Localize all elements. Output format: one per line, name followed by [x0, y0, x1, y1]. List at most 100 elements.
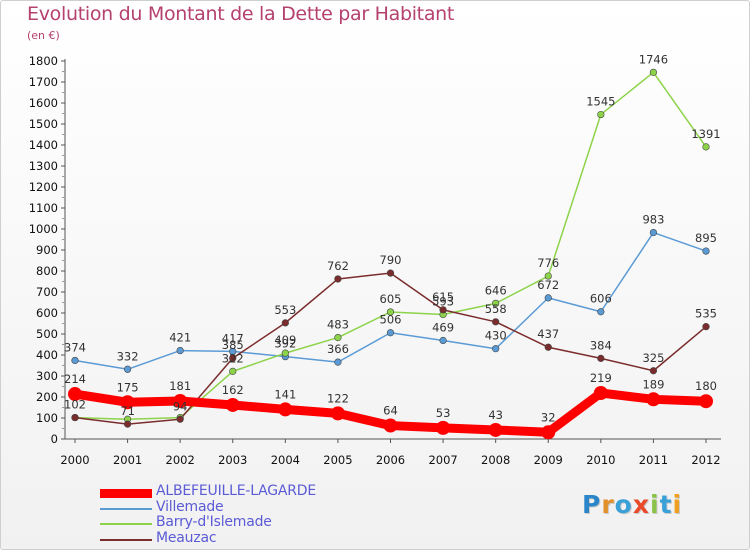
data-label: 593: [432, 294, 454, 308]
x-tick-label: 2000: [60, 453, 89, 467]
proxiti-logo: Proxiti: [582, 490, 682, 519]
data-label: 409: [274, 333, 296, 347]
data-point: [120, 395, 135, 410]
data-label: 325: [642, 351, 664, 365]
logo-letter: t: [659, 490, 673, 519]
data-point: [544, 343, 552, 351]
x-tick-label: 2003: [218, 453, 247, 467]
y-tick-label: 600: [36, 306, 58, 320]
data-point: [544, 294, 552, 302]
logo-letter: r: [601, 490, 615, 519]
y-tick-label: 100: [36, 411, 58, 425]
legend-swatch: [100, 488, 152, 498]
data-label: 1391: [691, 127, 720, 141]
data-label: 64: [383, 404, 398, 418]
data-label: 175: [117, 380, 139, 394]
data-point: [436, 420, 451, 435]
data-label: 535: [695, 307, 717, 321]
data-point: [123, 420, 132, 428]
data-point: [383, 418, 398, 433]
y-tick-label: 900: [36, 243, 58, 257]
data-label: 71: [120, 404, 135, 418]
x-tick-label: 2001: [113, 453, 142, 467]
y-tick-label: 1800: [29, 54, 58, 68]
series-points: [68, 68, 713, 440]
x-tick-label: 2005: [323, 453, 352, 467]
legend-label: Barry-d'Islemade: [156, 514, 272, 530]
data-point: [649, 228, 658, 237]
data-label: 437: [537, 327, 559, 341]
data-label: 506: [380, 313, 402, 327]
data-label: 162: [222, 383, 244, 397]
data-point: [492, 345, 500, 353]
x-tick-label: 2009: [534, 453, 563, 467]
data-label: 94: [173, 399, 188, 413]
axes: 0 100 200 300 400 500 600 700 800 900 1000 1100 1200…: [29, 54, 721, 467]
data-label: 219: [590, 371, 612, 385]
data-point: [386, 269, 395, 277]
data-label: 553: [274, 303, 296, 317]
data-label: 189: [642, 377, 664, 391]
data-point: [702, 323, 710, 331]
data-point: [281, 349, 289, 357]
data-point: [229, 354, 237, 362]
legend-label: ALBEFEUILLE-LAGARDE: [156, 483, 317, 499]
data-point: [386, 308, 395, 316]
data-point: [492, 299, 500, 307]
legend-swatch: [100, 507, 152, 510]
chart-title: Evolution du Montant de la Dette par Hab…: [27, 3, 455, 25]
logo-letter: x: [632, 490, 650, 519]
data-point: [699, 394, 713, 409]
data-point: [334, 358, 342, 366]
data-label: 32: [541, 410, 556, 424]
data-label: 385: [222, 338, 244, 352]
data-labels: 214 175 181 162 141 122 64 53 43 32 219 189 180 374 33…: [64, 52, 721, 424]
data-label: 421: [169, 331, 191, 345]
data-point: [173, 393, 188, 408]
data-point: [68, 387, 82, 402]
data-point: [649, 367, 658, 375]
x-tick-label: 2012: [691, 453, 720, 467]
data-label: 332: [117, 349, 139, 363]
data-label: 605: [380, 292, 402, 306]
x-tick-label: 2006: [376, 453, 405, 467]
y-tick-label: 400: [36, 348, 58, 362]
data-point: [702, 247, 710, 255]
logo-letter: i: [650, 490, 660, 519]
data-point: [71, 413, 79, 422]
chart-subtitle: (en €): [27, 29, 60, 42]
y-tick-label: 800: [36, 264, 58, 278]
data-point: [71, 356, 79, 365]
data-label: 762: [327, 259, 349, 273]
y-tick-label: 1700: [29, 75, 58, 89]
data-point: [123, 365, 132, 373]
data-label: 102: [64, 398, 86, 412]
data-label: 374: [64, 340, 86, 354]
x-tick-label: 2008: [481, 453, 510, 467]
data-label: 180: [695, 379, 717, 393]
data-label: 895: [695, 231, 717, 245]
data-point: [176, 346, 184, 355]
data-label: 417: [222, 331, 244, 345]
data-label: 430: [485, 329, 507, 343]
data-label: 181: [169, 379, 191, 393]
data-label: 1746: [639, 52, 668, 66]
data-label: 322: [222, 351, 244, 365]
data-label: 1545: [586, 95, 615, 109]
data-label: 790: [380, 253, 402, 267]
data-label: 469: [432, 321, 454, 335]
legend-swatch: [100, 538, 152, 541]
data-point: [593, 386, 608, 401]
data-label: 366: [327, 342, 349, 356]
data-label: 384: [590, 338, 612, 352]
data-point: [334, 333, 342, 342]
data-point: [278, 402, 293, 417]
data-label: 558: [485, 302, 507, 316]
data-point: [225, 397, 240, 412]
y-tick-label: 1600: [29, 96, 58, 110]
data-label: 672: [537, 278, 559, 292]
x-tick-label: 2011: [639, 453, 668, 467]
logo-letter: o: [614, 490, 633, 519]
data-point: [330, 406, 345, 421]
data-point: [541, 425, 556, 440]
